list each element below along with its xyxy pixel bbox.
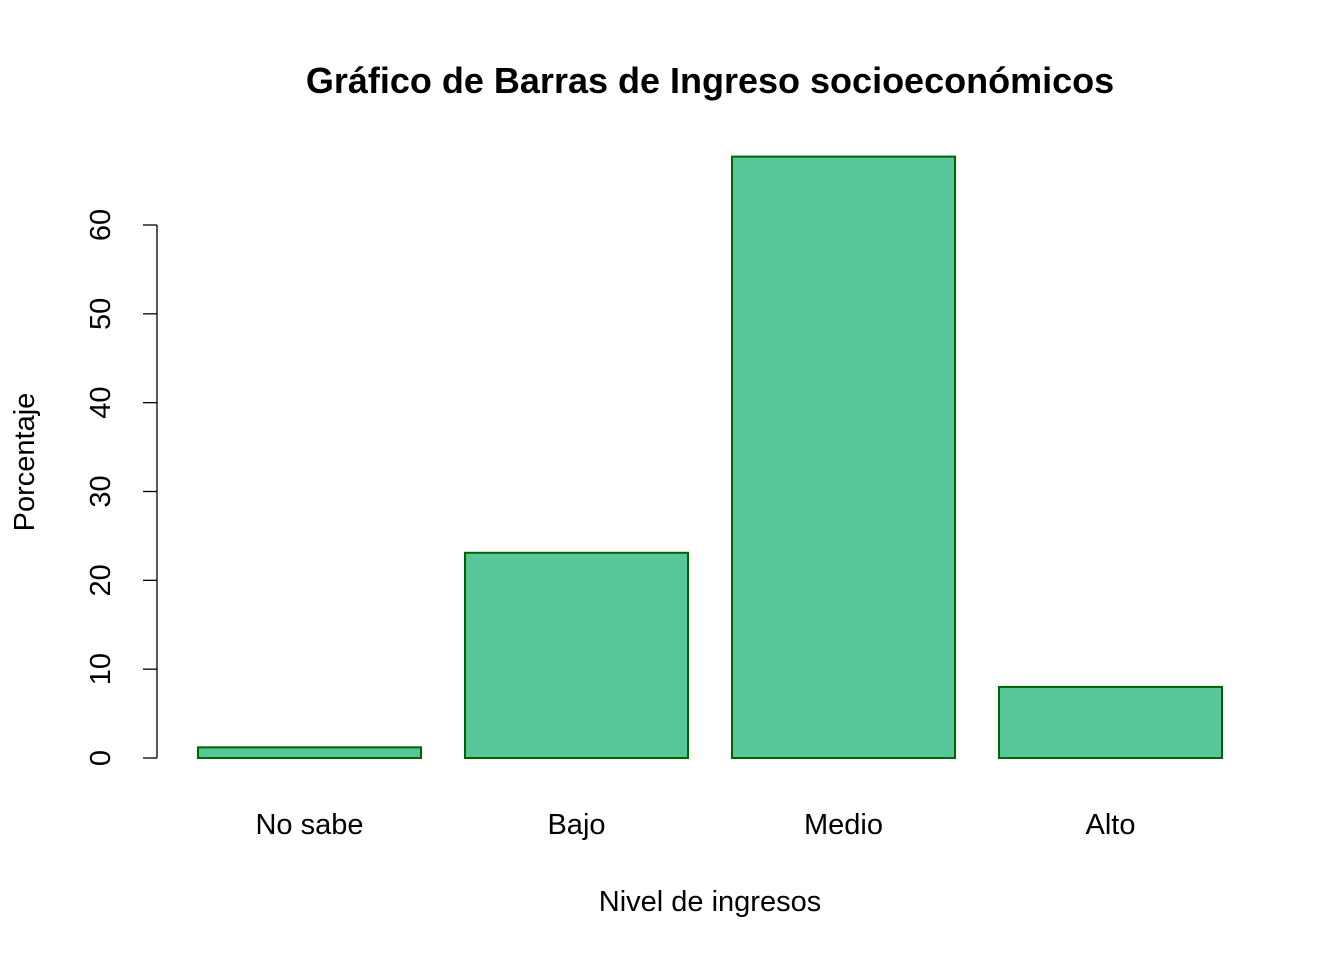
x-tick-label: Alto: [1086, 809, 1136, 841]
chart-title: Gráfico de Barras de Ingreso socioeconóm…: [306, 60, 1114, 101]
x-tick-label: Bajo: [547, 809, 605, 841]
bar-alto: [998, 685, 1223, 760]
y-tick-label: 40: [85, 387, 117, 419]
bar-medio: [731, 155, 956, 759]
x-axis-label: Nivel de ingresos: [599, 886, 821, 918]
y-tick-label: 0: [85, 750, 117, 766]
x-tick-labels: No sabe Bajo Medio Alto: [255, 809, 1135, 841]
y-tick-label: 50: [85, 298, 117, 330]
bar-bajo: [464, 551, 689, 759]
x-tick-label: No sabe: [255, 809, 363, 841]
y-tick-label: 60: [85, 209, 117, 241]
bar-no-sabe: [197, 746, 422, 760]
y-axis: 0 10 20 30 40 50 60: [85, 209, 158, 766]
y-tick-label: 20: [85, 564, 117, 596]
y-tick-label: 30: [85, 475, 117, 507]
bars-group: [197, 155, 1223, 760]
y-tick-label: 10: [85, 653, 117, 685]
y-axis-label: Porcentaje: [9, 393, 41, 532]
x-tick-label: Medio: [804, 809, 883, 841]
